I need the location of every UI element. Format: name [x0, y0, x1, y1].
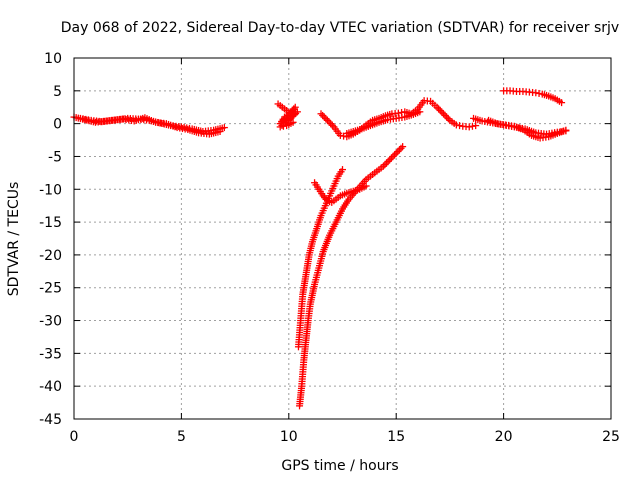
data-point	[472, 122, 480, 130]
y-tick-label: -25	[39, 281, 62, 297]
chart-title: Day 068 of 2022, Sidereal Day-to-day VTE…	[61, 20, 619, 36]
y-tick-label: -10	[39, 182, 62, 198]
data-point	[395, 146, 403, 154]
y-tick-label: 0	[53, 117, 62, 133]
data-point	[290, 105, 298, 113]
data-point	[558, 99, 566, 107]
data-point	[216, 128, 224, 136]
data-point	[391, 151, 399, 159]
data-point	[362, 182, 370, 190]
data-point	[336, 131, 344, 139]
x-tick-label: 15	[387, 429, 405, 445]
data-point	[456, 122, 464, 130]
data-point	[294, 343, 302, 351]
data-point	[320, 113, 328, 121]
data-point	[319, 111, 327, 119]
data-point	[386, 156, 394, 164]
data-point	[327, 120, 335, 128]
data-point	[276, 123, 284, 131]
x-tick-label: 0	[70, 429, 79, 445]
data-point	[468, 122, 476, 130]
x-axis-label: GPS time / hours	[281, 458, 398, 474]
plot-frame	[73, 57, 612, 420]
data-point	[535, 89, 543, 97]
data-point	[381, 161, 389, 169]
data-point	[444, 115, 452, 123]
y-tick-label: -15	[39, 215, 62, 231]
data-point	[439, 110, 447, 118]
y-tick-label: -45	[39, 412, 62, 428]
y-tick-label: -40	[39, 379, 62, 395]
tick-labels: 0 5 10 15 20 25 10 5 0 -5 -10 -15 -20 -25 -30 -35 -40 -45	[39, 51, 620, 445]
grid-lines	[73, 57, 612, 420]
data-point	[465, 123, 473, 131]
data-point	[397, 144, 405, 152]
data-point	[323, 116, 331, 124]
y-tick-label: -20	[39, 248, 62, 264]
data-point	[394, 148, 402, 156]
data-point	[384, 157, 392, 165]
data-point	[392, 149, 400, 157]
data-point	[438, 108, 446, 116]
x-tick-label: 10	[280, 429, 298, 445]
y-tick-label: 10	[44, 51, 62, 67]
data-point	[435, 105, 443, 113]
data-point	[220, 124, 228, 132]
data-point	[436, 107, 444, 115]
data-point	[389, 152, 397, 160]
data-point	[328, 121, 336, 129]
data-point	[317, 110, 325, 118]
data-point	[562, 126, 570, 134]
data-point	[394, 109, 402, 117]
y-tick-label: -35	[39, 346, 62, 362]
y-tick-label: -5	[48, 149, 62, 165]
data-point	[383, 159, 391, 167]
data-point	[416, 108, 424, 116]
data-point	[322, 115, 330, 123]
y-tick-label: -30	[39, 314, 62, 330]
data-point	[289, 118, 297, 126]
data-point	[433, 103, 441, 111]
data-point	[532, 89, 540, 97]
data-point	[291, 103, 299, 111]
y-axis-label: SDTVAR / TECUs	[6, 182, 22, 297]
data-points	[70, 87, 570, 410]
x-tick-label: 5	[177, 429, 186, 445]
data-point	[387, 154, 395, 162]
x-tick-label: 20	[495, 429, 513, 445]
y-tick-label: 5	[53, 84, 62, 100]
data-point	[452, 121, 460, 129]
data-point	[296, 402, 304, 410]
data-point	[399, 143, 407, 151]
data-point	[443, 113, 451, 121]
x-tick-label: 25	[602, 429, 620, 445]
data-point	[441, 111, 449, 119]
data-point	[325, 118, 333, 126]
data-point	[279, 122, 287, 130]
